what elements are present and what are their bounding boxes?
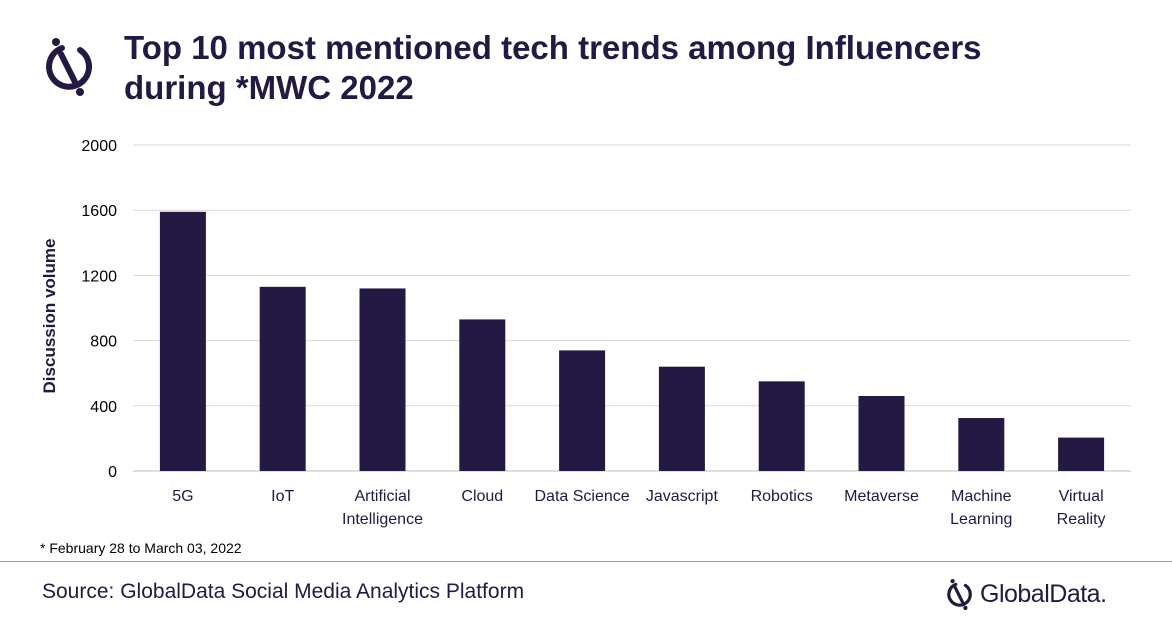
x-tick-label-line: Intelligence (342, 511, 423, 528)
x-tick-label: Robotics (751, 488, 813, 505)
x-tick-label-line: Cloud (461, 488, 503, 505)
x-tick-label-line: Artificial (354, 488, 410, 505)
x-tick-label-line: IoT (271, 488, 294, 505)
x-tick-label: Artificial Intelligence (342, 488, 423, 528)
divider (0, 561, 1172, 562)
bar (459, 319, 506, 471)
y-tick-label: 2000 (81, 138, 117, 155)
y-tick-label: 1200 (81, 268, 117, 285)
brand-name: GlobalData. (980, 579, 1107, 608)
x-tick-label: Cloud (461, 488, 503, 505)
bar (958, 418, 1005, 471)
x-tick-label-line: Machine (951, 488, 1012, 505)
globaldata-logo-icon (947, 579, 972, 611)
brand: GlobalData. (944, 576, 1107, 612)
x-tick-label-line: Robotics (751, 488, 813, 505)
bar (858, 396, 905, 471)
x-tick-label: 5G (172, 488, 193, 505)
x-tick-label: Metaverse (844, 488, 919, 505)
x-tick-label-line: Data Science (535, 488, 630, 505)
bar (159, 211, 206, 471)
x-tick-label: IoT (271, 488, 294, 505)
x-tick-label-line: Metaverse (844, 488, 919, 505)
bar (758, 381, 805, 471)
x-tick-label: Javascript (646, 488, 719, 505)
x-tick-label-line: Learning (950, 511, 1012, 528)
globaldata-logo-icon (46, 38, 92, 96)
x-tick-label: Data Science (535, 488, 630, 505)
x-tick-label-line: 5G (172, 488, 193, 505)
bar (658, 366, 705, 471)
bar (1058, 437, 1105, 471)
chart-title-line-1: Top 10 most mentioned tech trends among … (124, 29, 982, 66)
chart-title-line-2: during *MWC 2022 (124, 69, 414, 106)
bar (559, 350, 606, 471)
x-tick-label-line: Javascript (646, 488, 719, 505)
y-tick-label: 800 (90, 334, 117, 351)
y-tick-label: 400 (90, 399, 117, 416)
x-tick-label: Machine Learning (950, 488, 1012, 528)
footnote: * February 28 to March 03, 2022 (40, 540, 242, 556)
bar-chart: 0 400 800 1200 1600 2000 Discussion volume 5G Io… (40, 138, 1131, 528)
y-tick-label: 1600 (81, 203, 117, 220)
bar (259, 286, 306, 471)
x-tick-label-line: Virtual (1059, 488, 1104, 505)
y-tick-label: 0 (108, 464, 117, 481)
bar (359, 288, 406, 471)
x-tick-label-line: Reality (1057, 511, 1106, 528)
chart-title: Top 10 most mentioned tech trends among … (124, 28, 1064, 108)
x-tick-label: Virtual Reality (1057, 488, 1106, 528)
source-text: Source: GlobalData Social Media Analytic… (42, 580, 525, 603)
y-axis-label: Discussion volume (40, 239, 59, 394)
